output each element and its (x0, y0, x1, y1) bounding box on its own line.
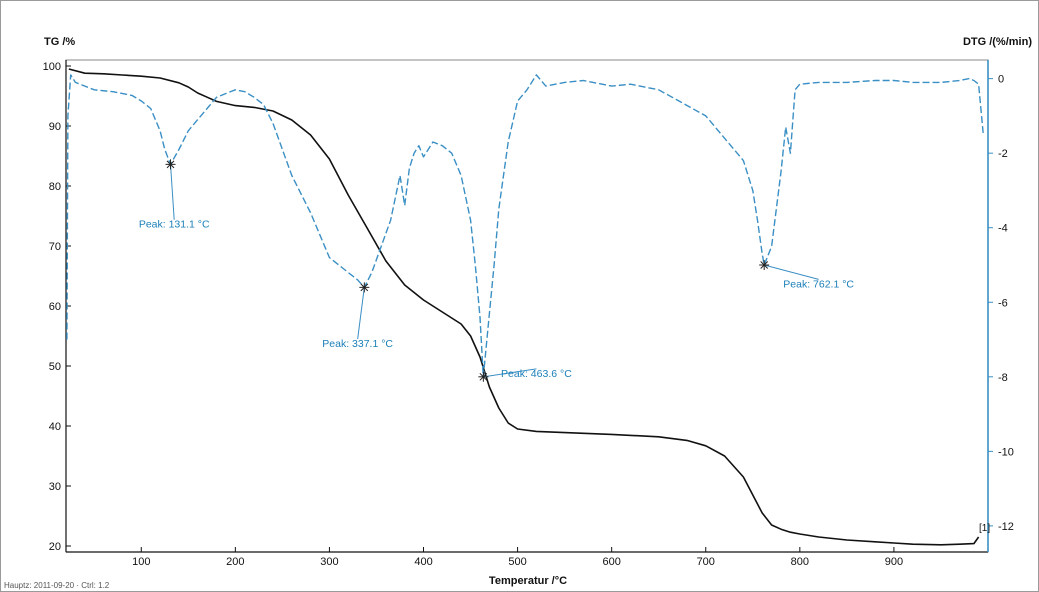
dtg-curve (66, 74, 984, 378)
y-left-tick-label: 50 (49, 361, 61, 373)
peak-label: Peak: 131.1 °C (139, 219, 210, 231)
y-right-tick-label: -10 (998, 446, 1014, 458)
footnote: Hauptz: 2011-09-20 · Ctrl: 1.2 (4, 581, 110, 590)
y-right-tick-label: -12 (998, 521, 1014, 533)
y-left-tick-label: 40 (49, 421, 61, 433)
y-left-tick-label: 80 (49, 181, 61, 193)
peak-leader-line (357, 287, 365, 340)
peak-label: Peak: 337.1 °C (322, 338, 393, 350)
y-right-tick-label: -2 (998, 148, 1008, 160)
peak-leader-line (764, 264, 819, 280)
x-tick-label: 400 (414, 556, 432, 568)
tg-curve (68, 68, 980, 546)
x-tick-label: 800 (791, 556, 809, 568)
x-tick-label: 500 (508, 556, 526, 568)
y-left-tick-label: 100 (43, 61, 61, 73)
peak-marker (359, 282, 370, 293)
y-right-tick-label: -8 (998, 372, 1008, 384)
x-tick-label: 700 (697, 556, 715, 568)
peak-marker (759, 260, 770, 270)
x-tick-label: 300 (320, 556, 338, 568)
y-left-tick-label: 90 (49, 121, 61, 133)
y-right-axis-title: DTG /(%/min) (963, 36, 1032, 48)
peak-marker (165, 159, 176, 170)
y-right-tick-label: -4 (998, 223, 1008, 235)
peak-leader-line (170, 164, 175, 220)
plot-area (65, 59, 989, 553)
y-left-tick-label: 20 (49, 541, 61, 553)
x-tick-label: 200 (226, 556, 244, 568)
y-left-tick-label: 60 (49, 301, 61, 313)
y-left-tick-label: 30 (49, 481, 61, 493)
x-axis-title: Temperatur /°C (489, 575, 567, 587)
x-tick-label: 100 (132, 556, 150, 568)
peak-leader-line (483, 368, 537, 378)
y-left-axis-title: TG /% (44, 36, 75, 48)
peak-label: Peak: 463.6 °C (501, 368, 572, 380)
y-right-tick-label: -6 (998, 297, 1008, 309)
corner-marker: [1] (979, 523, 990, 534)
peak-label: Peak: 762.1 °C (783, 278, 854, 290)
y-left-tick-label: 70 (49, 241, 61, 253)
x-tick-label: 900 (885, 556, 903, 568)
x-tick-label: 600 (602, 556, 620, 568)
peak-marker (478, 371, 489, 382)
y-right-tick-label: 0 (998, 74, 1004, 86)
